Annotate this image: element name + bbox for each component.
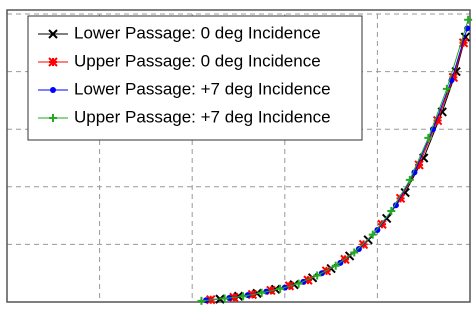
marker — [464, 15, 473, 24]
marker — [392, 202, 399, 209]
marker — [350, 248, 359, 257]
marker — [276, 284, 285, 293]
legend-box — [27, 15, 363, 141]
marker — [374, 227, 381, 233]
marker — [387, 206, 396, 215]
marker — [432, 115, 443, 126]
marker — [414, 160, 424, 170]
marker — [448, 72, 459, 83]
marker — [405, 175, 414, 184]
marker — [239, 292, 248, 301]
legend-label: Upper Passage: 0 deg Incidence — [74, 51, 321, 70]
legend-marker — [48, 29, 58, 39]
plot-frame — [6, 9, 471, 303]
marker — [313, 271, 322, 280]
legend-marker — [48, 57, 58, 67]
marker — [355, 246, 362, 253]
marker — [395, 193, 406, 204]
marker — [197, 296, 206, 305]
marker — [294, 279, 303, 288]
marker — [368, 230, 377, 239]
legend-marker — [49, 114, 57, 122]
marker — [331, 261, 340, 270]
legend-label: Upper Passage: +7 deg Incidence — [74, 107, 331, 126]
marker — [442, 84, 451, 93]
marker — [424, 133, 433, 142]
marker — [257, 288, 266, 297]
marker — [458, 38, 469, 48]
legend-marker — [50, 87, 56, 93]
legend-label: Lower Passage: +7 deg Incidence — [74, 79, 331, 98]
legend-label: Lower Passage: 0 deg Incidence — [74, 23, 321, 42]
marker — [220, 294, 229, 303]
